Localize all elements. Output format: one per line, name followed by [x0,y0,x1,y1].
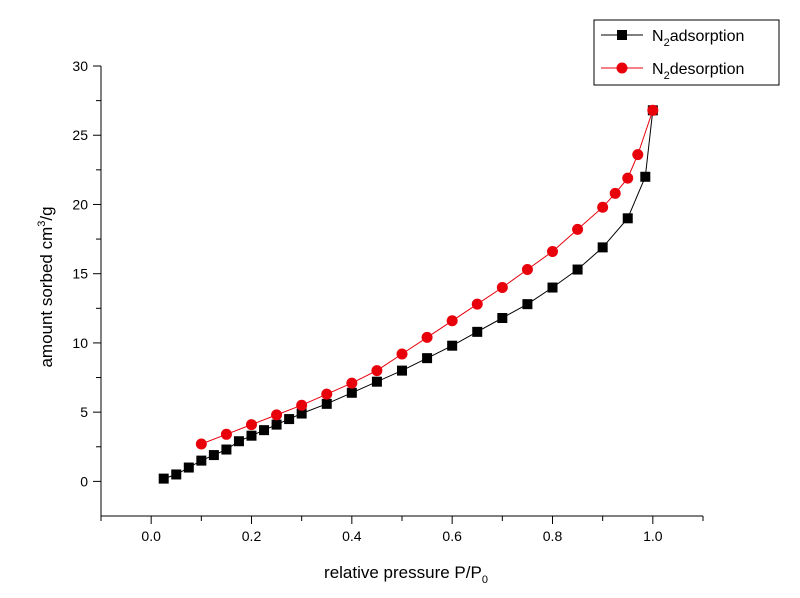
x-axis-title: relative pressure P/P0 [324,563,488,586]
series-layer [158,104,659,484]
y-tick-label: 25 [72,127,88,143]
desorption-point [597,201,609,213]
desorption-point [246,419,257,431]
adsorption-point [397,365,407,376]
desorption-point [371,365,383,377]
adsorption-point [183,462,194,473]
desorption-point [622,172,634,184]
adsorption-point [447,340,458,351]
adsorption-point [572,264,583,275]
adsorption-point [640,171,651,182]
adsorption-point [158,473,169,484]
x-tick-label: 0.2 [242,528,262,544]
desorption-point [609,187,621,199]
adsorption-point [422,353,433,364]
y-tick-label: 5 [80,404,88,420]
adsorption-point [208,450,219,461]
y-tick-label: 30 [72,58,88,74]
legend-label-adsorption: N2adsorption [652,28,744,49]
x-tick-label: 0.6 [442,528,462,544]
adsorption-point [472,326,483,337]
legend: N2adsorption N2desorption [593,19,780,86]
y-tick-label: 10 [72,335,88,351]
y-tick-label: 0 [80,473,88,489]
adsorption-point [233,436,244,447]
desorption-point [471,298,483,310]
adsorption-point [196,455,207,466]
adsorption-point [171,469,182,480]
adsorption-point [597,242,608,253]
desorption-point [396,348,408,360]
adsorption-point [371,376,382,387]
adsorption-point [321,398,332,409]
desorption-line [201,110,654,445]
x-tick-label: 1.0 [643,528,663,544]
desorption-point [346,377,358,389]
desorption-point [195,438,207,450]
desorption-point [271,409,283,421]
desorption-point [321,388,333,400]
desorption-point [572,223,584,235]
adsorption-line [163,110,654,480]
desorption-point [647,104,659,116]
adsorption-point [221,444,232,455]
series-desorption [195,104,659,450]
adsorption-point [622,213,633,224]
adsorption-point [284,414,295,425]
y-tick-label: 15 [72,266,88,282]
desorption-point [296,399,308,411]
adsorption-point [271,419,282,430]
adsorption-point [246,430,257,441]
y-axis: 0 5 10 15 20 25 30 [72,58,101,489]
x-tick-label: 0.0 [141,528,161,544]
legend-item-adsorption: N2adsorption [601,28,744,49]
desorption-point [496,282,508,294]
x-tick-label: 0.4 [342,528,362,544]
legend-label-desorption: N2desorption [652,61,744,82]
y-tick-label: 20 [72,196,88,212]
legend-marker-square [617,30,627,40]
legend-item-desorption: N2desorption [601,61,744,82]
y-axis-title: amount sorbed cm3/g [36,206,56,367]
adsorption-point [346,387,357,398]
x-axis: 0.0 0.2 0.4 0.6 0.8 1.0 [100,516,704,544]
desorption-point [421,331,433,343]
desorption-point [220,428,232,440]
desorption-point [446,315,458,327]
adsorption-point [522,299,533,310]
desorption-point [632,149,644,161]
adsorption-point [259,425,270,436]
legend-marker-circle [616,62,628,74]
series-adsorption [158,105,658,484]
x-tick-label: 0.8 [543,528,563,544]
desorption-point [521,264,533,276]
plot-frame [100,66,703,517]
adsorption-point [296,408,307,419]
adsorption-point [547,282,558,293]
desorption-point [547,246,558,258]
adsorption-point [497,313,508,323]
